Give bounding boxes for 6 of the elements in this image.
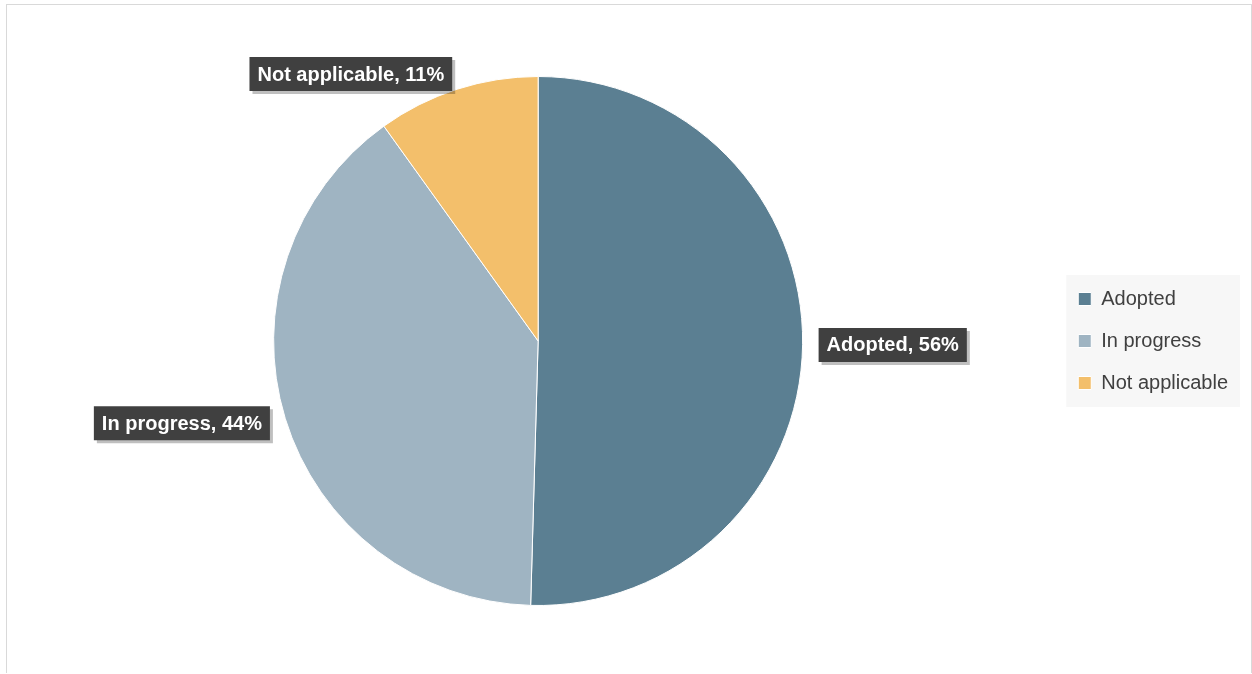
data-label: Not applicable, 11% (257, 62, 445, 85)
legend-label: Adopted (1101, 286, 1176, 309)
data-label: In progress, 44% (101, 411, 263, 434)
legend-label: In progress (1101, 328, 1202, 351)
legend-label: Not applicable (1101, 370, 1228, 393)
data-label: Adopted, 56% (826, 333, 960, 356)
